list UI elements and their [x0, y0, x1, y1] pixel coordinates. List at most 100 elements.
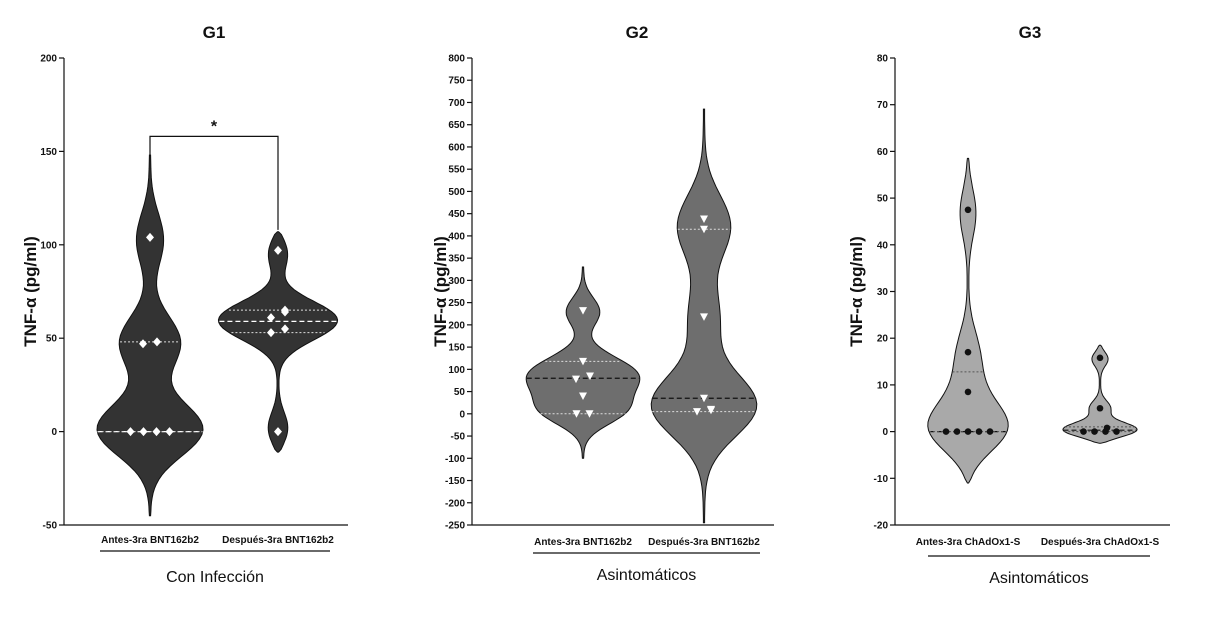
violin-1: [96, 154, 204, 517]
violin-1: [927, 157, 1009, 484]
data-point-1: [693, 408, 701, 416]
y-tick-label: 400: [448, 231, 465, 242]
data-point-1: [274, 427, 282, 437]
data-point-8: [964, 206, 972, 214]
data-point-4: [975, 428, 983, 435]
y-tick-label: 150: [448, 343, 465, 354]
data-point-1: [942, 428, 950, 435]
x-category-label: Después-3ra BNT162b2: [222, 535, 334, 546]
y-tick-label: 800: [448, 54, 465, 65]
y-axis-label: TNF-α (pg/ml): [21, 236, 40, 347]
y-tick-label: 750: [448, 76, 465, 87]
y-tick-label: 550: [448, 165, 465, 176]
chart-panel-1: G1 TNF-α (pg/ml) -50 0 50 100 150 200 Antes-3ra …: [21, 23, 348, 586]
chart-title: G3: [1019, 23, 1042, 42]
y-tick-label: 20: [877, 334, 889, 345]
data-point-6: [153, 337, 161, 347]
data-point-3: [579, 392, 587, 401]
chart-title: G2: [626, 23, 649, 42]
data-point-1: [126, 427, 135, 437]
x-category-label: Antes-3ra BNT162b2: [101, 535, 199, 546]
y-tick-label: 0: [882, 427, 888, 438]
data-point-7: [579, 307, 587, 315]
data-point-4: [572, 375, 580, 384]
x-category-label: Después-3ra ChAdOx1-S: [1041, 537, 1160, 548]
y-tick-label: 50: [454, 387, 466, 398]
data-point-4: [165, 427, 174, 437]
y-tick-label: 10: [877, 380, 889, 391]
group-label: Asintomáticos: [597, 567, 697, 584]
data-point-5: [1103, 424, 1111, 432]
y-tick-label: 500: [448, 187, 465, 198]
y-tick-label: -250: [445, 521, 465, 532]
y-tick-label: 200: [40, 54, 57, 65]
data-point-5: [139, 339, 147, 349]
data-point-4: [1113, 428, 1120, 435]
y-tick-label: -100: [445, 454, 465, 465]
y-axis-label: TNF-α (pg/ml): [431, 236, 450, 347]
violin-2: [1062, 344, 1138, 444]
significance-bracket: [149, 135, 279, 230]
x-category-label: Antes-3ra BNT162b2: [534, 537, 632, 548]
y-tick-label: -50: [43, 521, 58, 532]
data-point-7: [700, 215, 708, 224]
data-point-6: [579, 357, 587, 366]
data-point-6: [964, 388, 972, 396]
violin-2: [217, 231, 339, 453]
y-tick-label: 300: [448, 276, 465, 287]
y-tick-label: 350: [448, 254, 465, 265]
y-axis-label: TNF-α (pg/ml): [847, 236, 866, 347]
y-tick-label: -10: [874, 474, 889, 485]
data-point-2: [267, 328, 275, 338]
chart-panel-3: G3 TNF-α (pg/ml) -20 -10 0 10 20 30 40 50 60 70 80 An…: [847, 23, 1170, 587]
y-tick-label: 100: [40, 240, 57, 251]
y-tick-label: 600: [448, 142, 465, 153]
data-point-7: [146, 232, 154, 242]
x-category-label: Antes-3ra ChAdOx1-S: [916, 537, 1021, 548]
data-point-3: [281, 324, 289, 334]
data-point-5: [700, 313, 708, 321]
y-tick-label: 100: [448, 365, 465, 376]
y-tick-label: 0: [459, 409, 465, 420]
y-tick-label: 70: [877, 100, 889, 111]
data-point-6: [700, 225, 708, 234]
data-point-5: [986, 428, 994, 435]
data-point-4: [267, 313, 275, 323]
data-point-5: [586, 372, 594, 381]
y-tick-label: 60: [877, 147, 889, 158]
data-point-2: [1091, 428, 1098, 435]
data-point-3: [152, 427, 161, 437]
y-tick-label: 40: [877, 240, 889, 251]
data-point-4: [700, 394, 708, 403]
y-tick-label: 250: [448, 298, 465, 309]
data-point-1: [572, 410, 581, 418]
data-point-3: [964, 428, 972, 435]
data-point-2: [585, 410, 594, 418]
chart-panel-2: G2 TNF-α (pg/ml) -250 -200 -150 -100 -50 0 50 100…: [431, 23, 774, 584]
y-tick-label: -20: [874, 521, 889, 532]
y-tick-label: 450: [448, 209, 465, 220]
y-tick-label: -200: [445, 498, 465, 509]
y-tick-label: 700: [448, 98, 465, 109]
y-tick-label: 200: [448, 320, 465, 331]
y-tick-label: 0: [51, 427, 57, 438]
y-tick-label: 150: [40, 147, 57, 158]
data-point-6: [281, 305, 289, 315]
data-point-2: [139, 427, 148, 437]
y-tick-label: 50: [877, 194, 889, 205]
data-point-7: [1096, 354, 1104, 362]
data-point-7: [964, 348, 972, 356]
data-point-6: [1096, 404, 1104, 412]
y-tick-label: 80: [877, 54, 889, 65]
y-tick-label: -150: [445, 476, 465, 487]
data-point-3: [707, 405, 715, 414]
group-label: Asintomáticos: [989, 570, 1089, 587]
group-label: Con Infección: [166, 569, 264, 586]
y-tick-label: 50: [46, 334, 58, 345]
chart-title: G1: [203, 23, 226, 42]
significance-marker: *: [211, 118, 218, 135]
x-category-label: Después-3ra BNT162b2: [648, 537, 760, 548]
data-point-1: [1080, 428, 1087, 435]
y-tick-label: 30: [877, 287, 889, 298]
